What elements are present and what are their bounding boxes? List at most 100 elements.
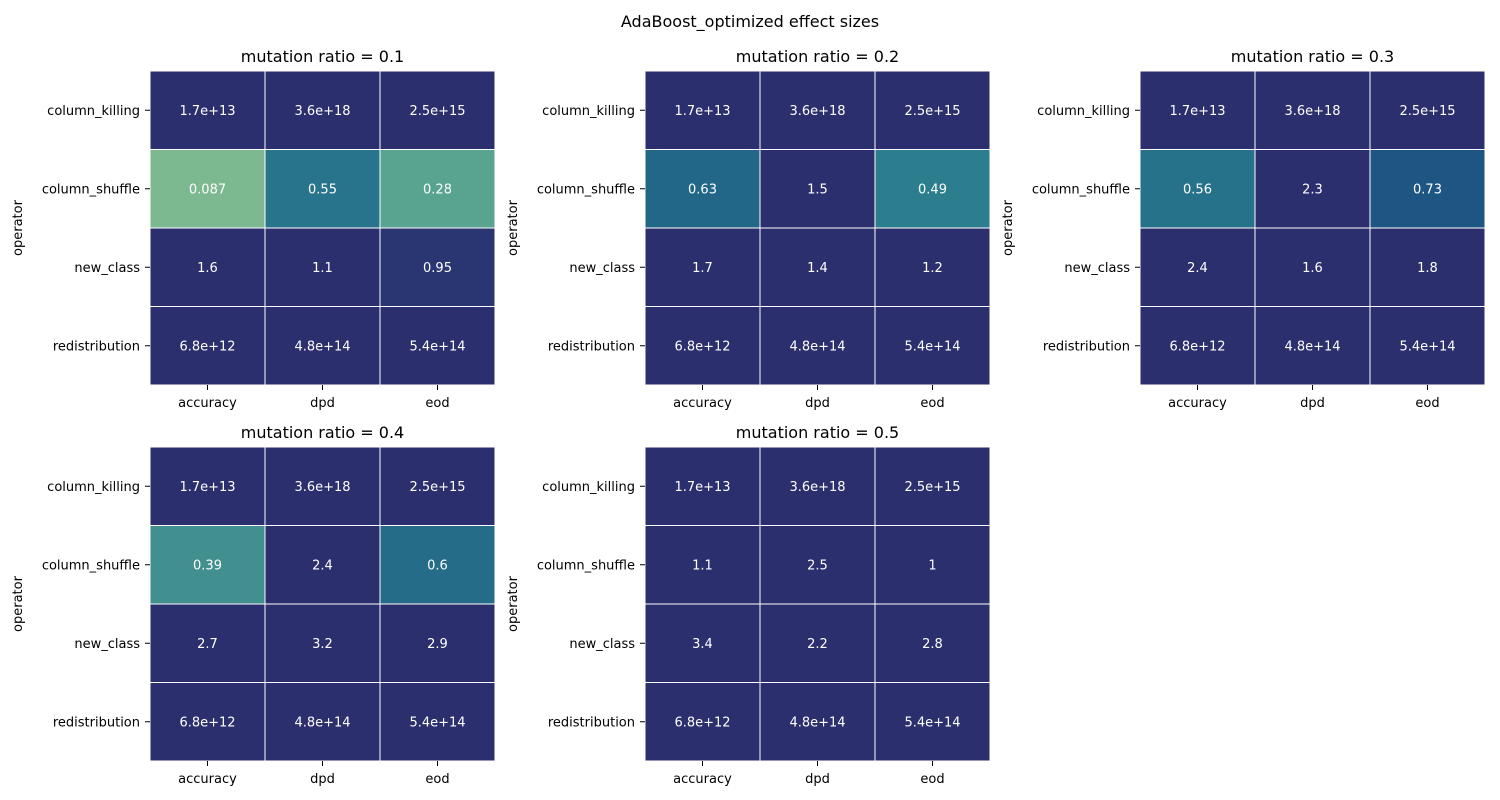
y-tick-label: column_shuffle	[537, 182, 635, 197]
heatmap-panel: mutation ratio = 0.4 1.7e+13 3.6e+18 2.5e+1…	[11, 423, 496, 787]
x-tick-label: dpd	[805, 396, 830, 411]
y-tick-label: new_class	[74, 261, 140, 276]
y-tick-label: column_shuffle	[1032, 182, 1130, 197]
heatmap-cell	[1139, 227, 1256, 307]
heatmap-cell	[149, 227, 266, 307]
cell-value-label: 1.7e+13	[179, 480, 235, 495]
heatmap-cell	[644, 446, 761, 526]
heatmap-cell	[874, 682, 991, 762]
cell-value-label: 5.4e+14	[1399, 339, 1455, 354]
cell-value-label: 2.2	[807, 637, 828, 652]
cell-value-label: 3.6e+18	[789, 480, 845, 495]
heatmap-cell	[379, 149, 496, 229]
heatmap-cell	[874, 525, 991, 605]
x-tick-label: dpd	[310, 396, 335, 411]
cell-value-label: 1.2	[922, 261, 943, 276]
cell-value-label: 6.8e+12	[179, 339, 235, 354]
heatmap-cell	[379, 446, 496, 526]
figure-title: AdaBoost_optimized effect sizes	[620, 12, 880, 31]
heatmap-cell	[759, 149, 876, 229]
cell-value-label: 2.9	[427, 637, 448, 652]
heatmap-cell	[149, 603, 266, 683]
y-tick-label: new_class	[74, 637, 140, 652]
cell-value-label: 4.8e+14	[789, 339, 845, 354]
y-axis-label: operator	[11, 575, 26, 632]
cell-value-label: 1.7e+13	[674, 480, 730, 495]
heatmap-cell	[644, 227, 761, 307]
heatmap-cell	[874, 306, 991, 386]
heatmap-cell	[264, 149, 381, 229]
heatmap-cell	[264, 682, 381, 762]
cell-value-label: 5.4e+14	[409, 715, 465, 730]
cell-value-label: 2.7	[197, 637, 218, 652]
x-tick-label: accuracy	[673, 772, 732, 787]
y-tick-label: column_killing	[47, 104, 140, 119]
y-tick-label: redistribution	[548, 339, 635, 354]
y-axis-label: operator	[11, 199, 26, 256]
heatmap-cell	[1254, 306, 1371, 386]
heatmap-cell	[1369, 149, 1486, 229]
y-tick-label: new_class	[1064, 261, 1130, 276]
y-tick-label: new_class	[569, 637, 635, 652]
heatmap-panel: mutation ratio = 0.5 1.7e+13 3.6e+18 2.5e+1…	[506, 423, 991, 787]
cell-value-label: 3.4	[692, 637, 713, 652]
y-tick-label: column_shuffle	[42, 182, 140, 197]
cell-value-label: 1.6	[197, 261, 218, 276]
heatmap-cell	[379, 70, 496, 150]
heatmap-cell	[264, 227, 381, 307]
y-tick-label: column_killing	[1037, 104, 1130, 119]
cell-value-label: 1.5	[807, 182, 828, 197]
heatmap-cell	[1139, 149, 1256, 229]
x-tick-label: eod	[425, 772, 449, 787]
cell-value-label: 6.8e+12	[1169, 339, 1225, 354]
cell-value-label: 2.5e+15	[904, 480, 960, 495]
x-tick-label: dpd	[310, 772, 335, 787]
heatmap-cell	[644, 70, 761, 150]
cell-value-label: 5.4e+14	[904, 339, 960, 354]
cell-value-label: 1.8	[1417, 261, 1438, 276]
cell-value-label: 1.1	[692, 558, 713, 573]
y-tick-label: redistribution	[53, 715, 140, 730]
cell-value-label: 0.55	[308, 182, 337, 197]
x-tick-label: eod	[425, 396, 449, 411]
cell-value-label: 2.8	[922, 637, 943, 652]
heatmap-cell	[759, 446, 876, 526]
cell-value-label: 1.7e+13	[179, 104, 235, 119]
cell-value-label: 0.73	[1413, 182, 1442, 197]
y-tick-label: column_killing	[542, 480, 635, 495]
cell-value-label: 0.56	[1183, 182, 1212, 197]
heatmap-cell	[759, 525, 876, 605]
cell-value-label: 2.4	[312, 558, 333, 573]
y-tick-label: redistribution	[1043, 339, 1130, 354]
x-tick-label: dpd	[1300, 396, 1325, 411]
heatmap-cell	[379, 306, 496, 386]
x-tick-label: eod	[920, 772, 944, 787]
x-tick-label: eod	[1415, 396, 1439, 411]
panel-title: mutation ratio = 0.4	[241, 423, 404, 442]
cell-value-label: 6.8e+12	[179, 715, 235, 730]
cell-value-label: 1.7	[692, 261, 713, 276]
y-tick-label: column_killing	[542, 104, 635, 119]
x-tick-label: dpd	[805, 772, 830, 787]
cell-value-label: 0.6	[427, 558, 448, 573]
cell-value-label: 3.6e+18	[294, 104, 350, 119]
cell-value-label: 1.4	[807, 261, 828, 276]
cell-value-label: 3.6e+18	[294, 480, 350, 495]
heatmap-cell	[379, 682, 496, 762]
heatmap-cell	[874, 149, 991, 229]
heatmap-cell	[1254, 149, 1371, 229]
cell-value-label: 6.8e+12	[674, 715, 730, 730]
y-axis-label: operator	[506, 199, 521, 256]
cell-value-label: 0.28	[423, 182, 452, 197]
panel-title: mutation ratio = 0.1	[241, 47, 404, 66]
y-tick-label: column_shuffle	[42, 558, 140, 573]
heatmap-panel: mutation ratio = 0.2 1.7e+13 3.6e+18 2.5e+1…	[506, 47, 991, 411]
cell-value-label: 4.8e+14	[1284, 339, 1340, 354]
cell-value-label: 3.6e+18	[789, 104, 845, 119]
heatmap-panel: mutation ratio = 0.3 1.7e+13 3.6e+18 2.5e+1…	[1001, 47, 1486, 411]
y-tick-label: column_shuffle	[537, 558, 635, 573]
y-axis-label: operator	[506, 575, 521, 632]
heatmap-cell	[874, 70, 991, 150]
